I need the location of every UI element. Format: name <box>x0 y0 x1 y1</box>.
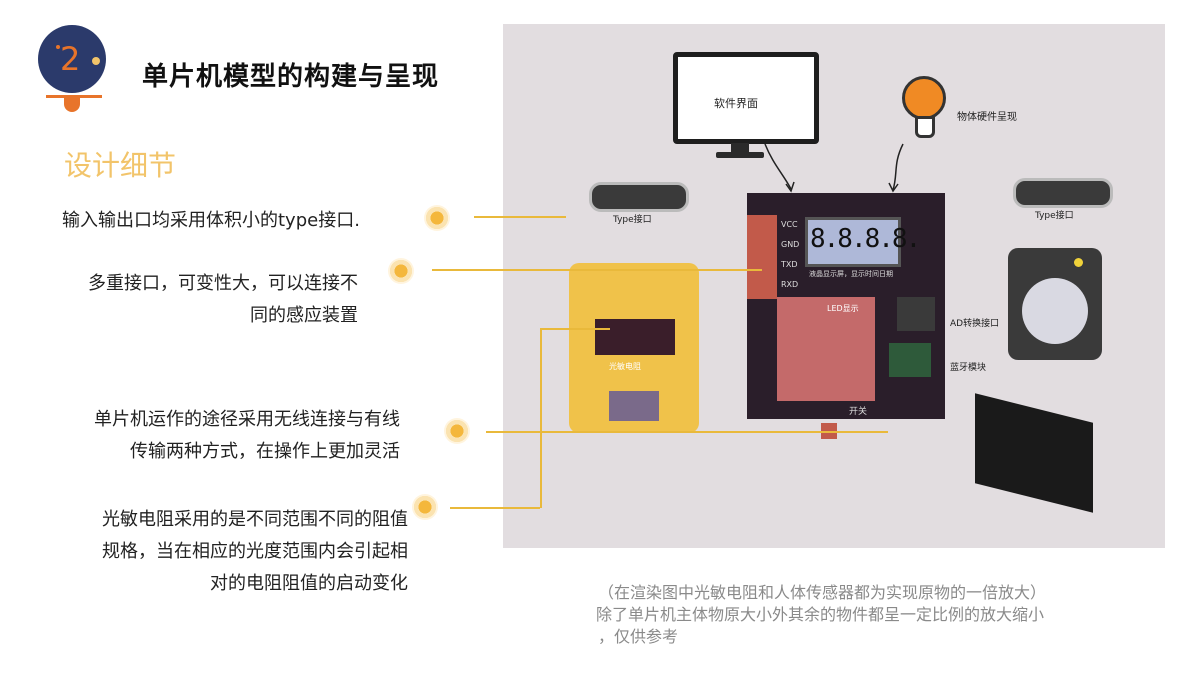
type-port-left-label: Type接口 <box>613 215 652 225</box>
pin-label: VCC <box>781 220 798 229</box>
monitor-label: 软件界面 <box>714 97 758 110</box>
switch-label: 开关 <box>849 407 868 417</box>
ad-chip <box>897 297 935 331</box>
pin-header <box>747 215 777 299</box>
connection-arrows <box>764 143 904 193</box>
type-port-right-label: Type接口 <box>1035 211 1074 221</box>
note-type-ports: 输入输出口均采用体积小的type接口. <box>62 205 360 237</box>
note-line: 传输两种方式，在操作上更加灵活 <box>130 441 400 462</box>
hardware-label: 物体硬件呈现 <box>957 112 1017 123</box>
note-line: 同的感应装置 <box>250 305 358 326</box>
lcd-caption: 液晶显示屏，显示时间日期 <box>809 270 893 278</box>
note-photoresistor: 光敏电阻采用的是不同范围不同的阻值 规格，当在相应的光度范围内会引起相 对的电阻… <box>62 504 408 600</box>
pir-sensor <box>1008 248 1102 360</box>
lcd-display: 8.8.8.8. <box>805 217 921 267</box>
pin-label: RXD <box>781 280 799 289</box>
callout-line <box>540 328 610 330</box>
page-title: 单片机模型的构建与呈现 <box>142 62 440 92</box>
disclaimer-caption: （在渲染图中光敏电阻和人体传感器都为实现原物的一倍放大） 除了单片机主体物原大小… <box>596 582 1047 648</box>
ad-label: AD转换接口 <box>950 319 1000 329</box>
mcu-board: VCC GND TXD RXD 8.8.8.8. 液晶显示屏，显示时间日期 LE… <box>747 193 945 439</box>
badge-number: 2 <box>60 40 81 78</box>
monitor-stand <box>731 143 749 153</box>
badge-underline <box>46 95 102 98</box>
bulb-icon <box>902 76 946 120</box>
callout-line <box>474 216 566 218</box>
note-wireless: 单片机运作的途径采用无线连接与有线 传输两种方式，在操作上更加灵活 <box>58 404 400 468</box>
callout-line <box>486 431 888 433</box>
section-subtitle: 设计细节 <box>64 149 177 182</box>
bulb-base-icon <box>64 98 80 112</box>
photoresistor-module: 光敏电阻 <box>569 263 699 433</box>
note-line: 对的电阻阻值的启动变化 <box>210 573 408 594</box>
note-line: 多重接口，可变性大，可以连接不 <box>88 273 358 294</box>
caption-line: （在渲染图中光敏电阻和人体传感器都为实现原物的一倍放大） <box>598 583 1047 602</box>
note-line: 输入输出口均采用体积小的type接口. <box>62 210 360 231</box>
callout-dot <box>388 258 414 284</box>
callout-line <box>432 269 762 271</box>
render-panel: 软件界面 物体硬件呈现 Type接口 Type接口 VCC GND TXD RX… <box>503 24 1165 548</box>
callout-line <box>540 328 542 508</box>
callout-line <box>450 507 540 509</box>
caption-line: ，仅供参考 <box>598 627 679 646</box>
battery-holder <box>975 393 1093 513</box>
note-line: 单片机运作的途径采用无线连接与有线 <box>94 409 400 430</box>
led-label: LED显示 <box>827 304 859 313</box>
callout-dot <box>412 494 438 520</box>
led-area: LED显示 <box>777 297 875 401</box>
monitor-icon: 软件界面 <box>673 52 819 144</box>
monitor-foot <box>716 152 764 158</box>
sensor-label: 光敏电阻 <box>609 362 641 371</box>
type-c-port-left-icon <box>589 182 689 212</box>
note-line: 光敏电阻采用的是不同范围不同的阻值 <box>102 509 408 530</box>
note-multi-ports: 多重接口，可变性大，可以连接不 同的感应装置 <box>58 268 358 332</box>
pin-label: GND <box>781 240 800 249</box>
pin-label: TXD <box>781 260 798 269</box>
bulb-base <box>915 116 935 138</box>
note-line: 规格，当在相应的光度范围内会引起相 <box>102 541 408 562</box>
lcd-digits: 8.8.8.8. <box>810 224 921 254</box>
callout-dot <box>424 205 450 231</box>
bt-label: 蓝牙模块 <box>950 363 987 373</box>
bluetooth-module <box>889 343 931 377</box>
caption-line: 除了单片机主体物原大小外其余的物件都呈一定比例的放大缩小 <box>596 605 1045 624</box>
type-c-port-right-icon <box>1013 178 1113 208</box>
callout-dot <box>444 418 470 444</box>
